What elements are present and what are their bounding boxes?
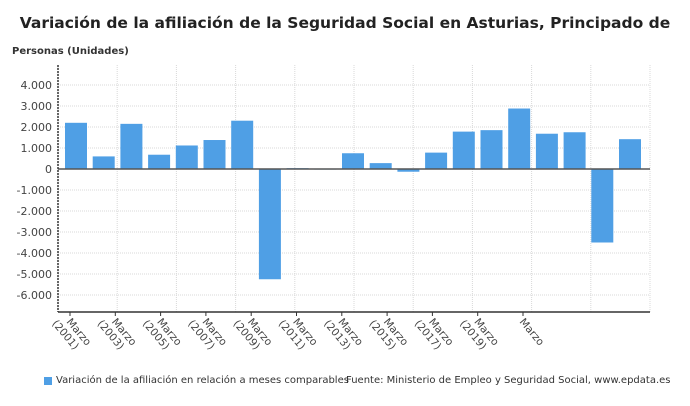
bar	[508, 108, 531, 169]
y-axis-label: Personas (Unidades)	[12, 46, 129, 57]
x-tick-label: Marzo(2015)	[366, 310, 410, 356]
bar	[231, 120, 254, 169]
x-tick-label: Marzo	[517, 316, 547, 348]
bar	[369, 163, 392, 169]
bar	[535, 133, 558, 169]
chart-title: Variación de la afiliación de la Segurid…	[19, 14, 671, 32]
y-tick-label: -6.000	[17, 289, 52, 302]
x-tick-label: Marzo(2007)	[185, 310, 229, 356]
bar	[452, 131, 475, 169]
bar	[425, 152, 448, 169]
legend-swatch	[44, 376, 52, 385]
x-tick-label: Marzo(2011)	[276, 310, 320, 356]
y-tick-label: 2.000	[21, 121, 53, 134]
y-tick-label: -1.000	[17, 184, 52, 197]
bar	[120, 123, 143, 169]
x-tick-label: Marzo(2013)	[321, 310, 365, 356]
bar	[258, 169, 281, 280]
x-tick-label: Marzo(2005)	[140, 310, 184, 356]
y-tick-label: 1.000	[21, 142, 53, 155]
x-tick-label: Marzo(2009)	[231, 310, 275, 356]
bar	[397, 169, 420, 172]
bar	[342, 153, 364, 169]
bar	[92, 156, 115, 169]
bar	[65, 122, 87, 169]
x-tick-label: Marzo(2019)	[457, 310, 501, 356]
legend-label: Variación de la afiliación en relación a…	[56, 375, 349, 386]
bar	[480, 130, 503, 169]
legend: Variación de la afiliación en relación a…	[44, 375, 349, 386]
source-note: Fuente: Ministerio de Empleo y Seguridad…	[346, 375, 671, 386]
bar	[203, 140, 226, 169]
bar	[591, 169, 614, 243]
bar	[148, 154, 171, 169]
y-tick-label: 3.000	[21, 100, 53, 113]
x-tick-label: Marzo(2001)	[49, 310, 93, 356]
x-tick-label: Marzo(2003)	[95, 310, 139, 356]
x-tick-label: Marzo(2017)	[412, 310, 456, 356]
y-tick-label: -2.000	[17, 205, 52, 218]
y-tick-label: 0	[45, 163, 52, 176]
y-tick-label: 4.000	[21, 79, 53, 92]
bar	[175, 145, 198, 169]
y-tick-label: -3.000	[17, 226, 52, 239]
bar	[619, 139, 641, 169]
y-tick-label: -5.000	[17, 268, 52, 281]
y-tick-label: -4.000	[17, 247, 52, 260]
bar	[563, 132, 586, 169]
